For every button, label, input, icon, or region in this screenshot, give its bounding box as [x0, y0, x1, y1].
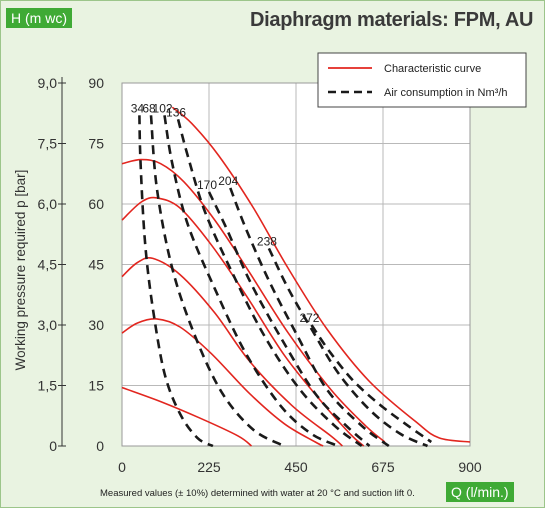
pressure-tick-label: 9,0 [38, 75, 58, 91]
chart-title: Diaphragm materials: FPM, AU [250, 9, 534, 31]
legend-characteristic-label: Characteristic curve [384, 63, 481, 75]
x-tick-label: 0 [118, 459, 126, 475]
air-curve-label: 68 [142, 101, 156, 115]
y-tick-label: 90 [88, 75, 104, 91]
pressure-tick-label: 7,5 [38, 136, 58, 152]
characteristic-curve [121, 256, 343, 447]
y-tick-label: 60 [88, 196, 104, 212]
air-consumption-curve [310, 324, 433, 444]
characteristic-curve [121, 386, 253, 447]
air-curve-label: 170 [197, 178, 217, 192]
y-tick-label: 45 [88, 257, 104, 273]
x-axis-title: Q (l/min.) [446, 482, 514, 502]
characteristic-curve [121, 318, 324, 447]
y-tick-label: 15 [88, 378, 104, 394]
air-curve-label: 136 [166, 105, 186, 119]
pressure-tick-label: 3,0 [38, 317, 58, 333]
air-consumption-curve [149, 115, 285, 448]
pressure-tick-label: 6,0 [38, 196, 58, 212]
y-tick-label: 0 [96, 438, 104, 454]
air-curve-label: 102 [153, 101, 173, 115]
legend-box [317, 52, 527, 108]
air-curve-label: 204 [218, 174, 238, 188]
y-axis-title: H (m wc) [6, 8, 72, 28]
x-tick-label: 900 [458, 459, 482, 475]
legend-air-label: Air consumption in Nm³/h [384, 87, 508, 99]
characteristic-curve [121, 196, 365, 447]
air-curve-label: 272 [299, 311, 319, 325]
y-tick-label: 75 [88, 136, 104, 152]
pressure-tick-label: 4,5 [38, 257, 58, 273]
air-consumption-curve [207, 191, 371, 447]
air-consumption-curve [176, 118, 363, 448]
plot-border [121, 82, 471, 447]
pressure-tick-label: 1,5 [38, 378, 58, 394]
air-curve-label: 34 [131, 101, 145, 115]
footnote: Measured values (± 10%) determined with … [100, 488, 415, 499]
air-consumption-curve [267, 247, 429, 448]
x-tick-label: 225 [197, 459, 221, 475]
characteristic-curve [171, 106, 471, 443]
pressure-axis-title: Working pressure required p [bar] [13, 170, 28, 371]
x-tick-label: 450 [284, 459, 308, 475]
pressure-tick-label: 0 [49, 438, 57, 454]
y-tick-label: 30 [88, 317, 104, 333]
air-consumption-curve [163, 115, 340, 448]
air-curve-label: 238 [257, 234, 277, 248]
x-tick-label: 675 [371, 459, 395, 475]
air-consumption-curve [229, 187, 390, 448]
